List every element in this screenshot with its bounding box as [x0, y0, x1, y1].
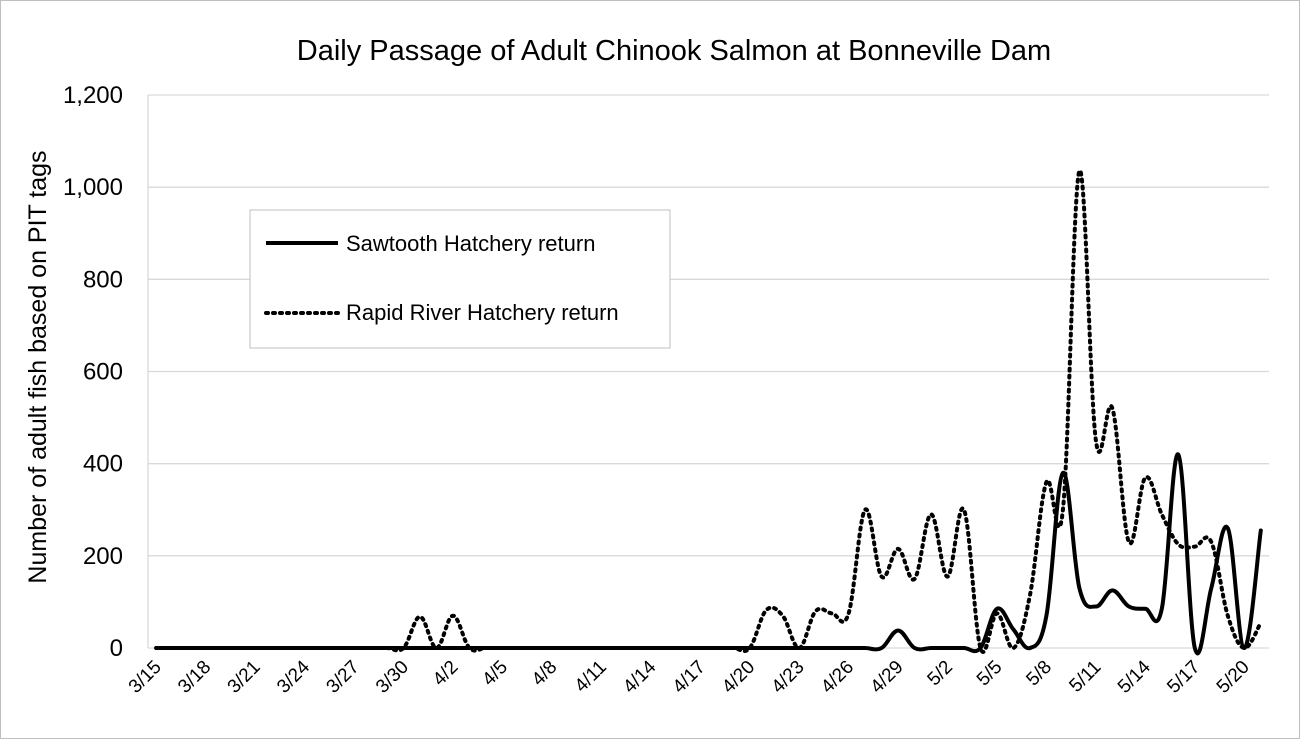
y-axis-label: Number of adult fish based on PIT tags [24, 150, 52, 583]
legend-box [249, 209, 671, 349]
x-tick-label: 4/26 [817, 657, 858, 698]
legend: Sawtooth Hatchery return Rapid River Hat… [249, 209, 671, 349]
y-tick-label: 0 [110, 635, 123, 662]
x-tick-label: 4/11 [571, 657, 611, 697]
chart-title: Daily Passage of Adult Chinook Salmon at… [297, 35, 1051, 67]
x-tick-label: 3/15 [125, 657, 166, 698]
y-tick-label: 400 [83, 451, 123, 478]
gridlines [147, 94, 1269, 649]
legend-label-rapid-river: Rapid River Hatchery return [346, 300, 619, 325]
y-tick-label: 200 [83, 543, 123, 570]
x-tick-label: 5/8 [1022, 657, 1056, 691]
legend-label-sawtooth: Sawtooth Hatchery return [346, 231, 595, 256]
x-tick-label: 5/20 [1213, 657, 1254, 698]
y-tick-labels: 0 200 400 600 800 1,000 1,200 [63, 82, 123, 662]
x-tick-label: 4/2 [429, 657, 463, 691]
y-tick-label: 1,000 [63, 174, 123, 201]
x-tick-label: 5/14 [1114, 656, 1155, 697]
x-tick-labels: 3/15 3/18 3/21 3/24 3/27 3/30 4/2 4/5 4/8 4/11 4/1… [125, 656, 1254, 697]
x-tick-label: 3/30 [372, 657, 413, 698]
x-tick-label: 3/27 [323, 657, 364, 698]
x-tick-label: 4/23 [768, 657, 809, 698]
x-tick-label: 4/5 [478, 657, 512, 691]
x-tick-label: 4/14 [619, 656, 660, 697]
x-tick-label: 5/11 [1065, 657, 1105, 697]
x-tick-label: 5/5 [973, 657, 1007, 691]
x-tick-label: 3/21 [224, 657, 265, 698]
y-tick-label: 800 [83, 266, 123, 293]
x-tick-label: 4/8 [528, 657, 562, 691]
x-tick-label: 5/17 [1163, 657, 1204, 698]
x-tick-label: 4/17 [669, 657, 710, 698]
x-tick-label: 3/24 [273, 656, 314, 697]
x-tick-label: 4/20 [718, 657, 759, 698]
series-line-sawtooth [154, 452, 1263, 656]
data-series [154, 168, 1263, 656]
y-tick-label: 1,200 [63, 82, 123, 109]
y-tick-label: 600 [83, 359, 123, 386]
x-tick-label: 4/29 [867, 657, 908, 698]
x-tick-label: 3/18 [174, 657, 215, 698]
x-tick-label: 5/2 [924, 657, 958, 691]
